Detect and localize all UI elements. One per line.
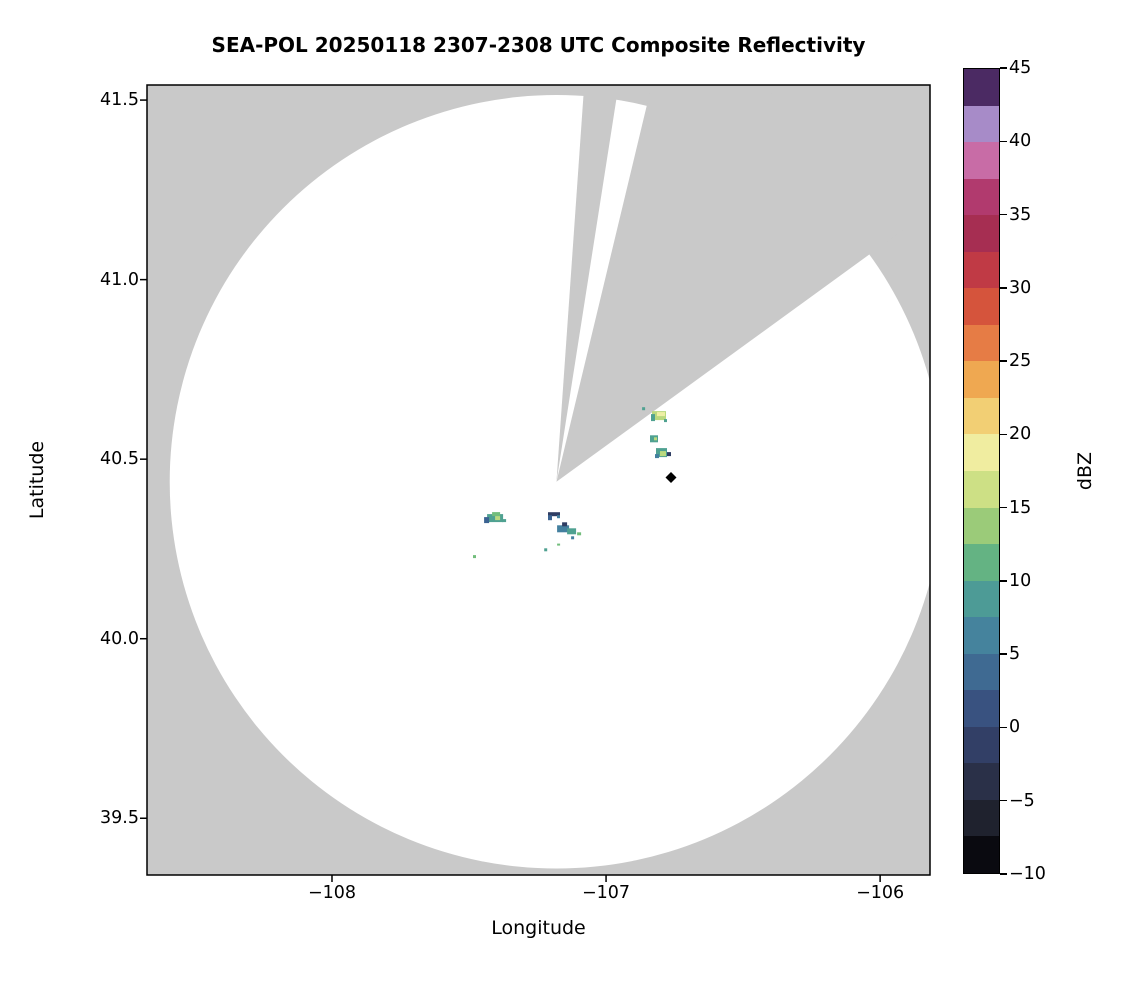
colorbar-segment: [964, 361, 999, 398]
colorbar-segment: [964, 288, 999, 325]
colorbar-segment: [964, 690, 999, 727]
colorbar-segment: [964, 836, 999, 874]
colorbar-tick-label: 30: [1009, 277, 1032, 298]
x-tick-label: −107: [582, 883, 631, 903]
colorbar-segment: [964, 580, 999, 618]
colorbar-tick-label: −10: [1009, 864, 1046, 884]
y-tick-label: 40.0: [100, 628, 139, 649]
colorbar-tick-label: 15: [1009, 497, 1032, 518]
colorbar-tick-label: 0: [1009, 717, 1021, 738]
echo-cell: [657, 412, 665, 417]
echo-cell: [664, 419, 667, 423]
colorbar-tick-mark: [1000, 580, 1007, 582]
plot-title: SEA-POL 20250118 2307-2308 UTC Composite…: [211, 33, 866, 57]
colorbar-tick-mark: [1000, 653, 1007, 655]
echo-cell: [492, 512, 501, 517]
plot-content: [147, 85, 930, 875]
echo-cell: [654, 437, 657, 441]
y-tick-label: 41.0: [100, 269, 139, 290]
echo-cell: [642, 407, 646, 411]
blocked-sector-wedges: [556, 85, 930, 482]
colorbar-tick-label: 40: [1009, 131, 1032, 152]
colorbar-tick-mark: [1000, 287, 1007, 289]
colorbar-tick-mark: [1000, 360, 1007, 362]
y-tick-label: 39.5: [100, 808, 139, 829]
echo-cell: [548, 512, 560, 517]
echo-cell: [473, 555, 476, 559]
echo-cell: [557, 515, 560, 519]
reflectivity-echoes: [473, 407, 671, 559]
colorbar-tick-label: 45: [1009, 58, 1032, 78]
colorbar-tick-label: 35: [1009, 204, 1032, 225]
echo-cell: [571, 536, 575, 540]
colorbar-segment: [964, 653, 999, 691]
echo-cell: [502, 519, 507, 523]
y-tick-label: 41.5: [100, 90, 139, 111]
echo-cell: [577, 532, 582, 536]
colorbar-tick-mark: [1000, 433, 1007, 436]
colorbar-segment: [964, 142, 999, 179]
colorbar-segment: [964, 178, 999, 216]
colorbar-tick-mark: [1000, 67, 1007, 69]
x-axis-label: Longitude: [491, 917, 586, 939]
blocked-sector-wedge: [556, 85, 619, 482]
colorbar-tick-label: 10: [1009, 570, 1032, 591]
echo-cell: [548, 515, 552, 521]
echo-cell: [660, 451, 666, 457]
echo-cell: [655, 454, 659, 459]
echo-cell: [567, 528, 577, 535]
colorbar-segment: [964, 726, 999, 764]
colorbar-segment: [964, 69, 999, 106]
echo-cell: [651, 414, 655, 422]
colorbar-tick-mark: [1000, 873, 1007, 875]
x-tick-label: −106: [856, 883, 905, 903]
colorbar-tick-mark: [1000, 506, 1007, 509]
blocked-sector-wedge: [556, 85, 930, 482]
colorbar-tick-label: 20: [1009, 424, 1032, 445]
echo-cell: [484, 517, 490, 524]
colorbar-segment: [964, 324, 999, 362]
colorbar-segment: [964, 617, 999, 654]
colorbar-tick-mark: [1000, 140, 1007, 143]
colorbar-segment: [964, 763, 999, 800]
colorbar-tick-mark: [1000, 799, 1007, 802]
colorbar-segment: [964, 544, 999, 581]
site-marker-diamond-icon: [665, 471, 677, 483]
colorbar-segment: [964, 105, 999, 143]
x-tick-label: −108: [307, 883, 357, 903]
y-tick-label: 40.5: [100, 449, 139, 470]
echo-cell: [544, 548, 548, 552]
colorbar-segment: [964, 251, 999, 289]
colorbar-tick-label: −5: [1009, 790, 1035, 811]
echo-cell: [562, 522, 568, 527]
colorbar-segment: [964, 397, 999, 435]
colorbar-tick-label: 5: [1009, 644, 1021, 665]
colorbar-tick-mark: [1000, 213, 1007, 216]
colorbar: [963, 68, 1000, 874]
colorbar-tick-mark: [1000, 726, 1007, 729]
colorbar-segment: [964, 799, 999, 837]
colorbar-segment: [964, 215, 999, 252]
echo-cell: [557, 543, 561, 546]
echo-cell: [557, 525, 570, 533]
axis-tick-marks: [140, 99, 881, 882]
colorbar-segment: [964, 434, 999, 472]
colorbar-segment: [964, 507, 999, 545]
radar-plot-axes: [140, 84, 931, 882]
colorbar-label: dBZ: [1074, 451, 1096, 491]
echo-cell: [667, 452, 671, 457]
y-axis-label: Latitude: [26, 440, 48, 520]
colorbar-segment: [964, 471, 999, 508]
colorbar-tick-label: 25: [1009, 351, 1032, 372]
axes-frame: [146, 84, 931, 876]
echo-cell: [495, 516, 501, 521]
